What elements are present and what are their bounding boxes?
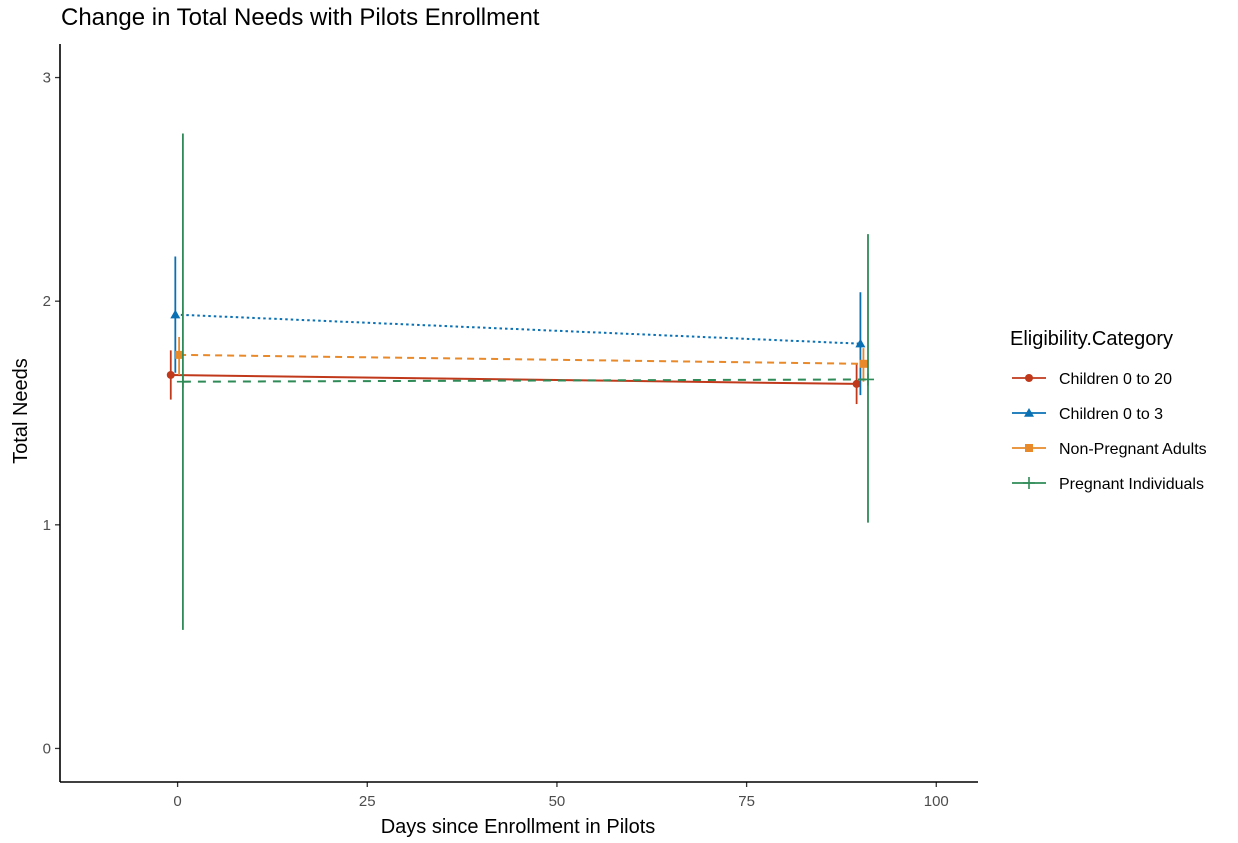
- x-tick-label: 25: [359, 793, 376, 810]
- data-point: [175, 350, 184, 359]
- legend-key-marker: [1025, 444, 1033, 452]
- legend-items: Children 0 to 20 Children 0 to 3 Non-Pregn…: [1012, 371, 1207, 493]
- legend-label: Pregnant Individuals: [1059, 476, 1204, 493]
- x-tick-label: 100: [924, 793, 949, 810]
- data-point: [861, 373, 874, 386]
- y-tick-label: 0: [43, 740, 51, 757]
- data-point: [166, 370, 175, 379]
- x-tick-label: 0: [173, 793, 181, 810]
- series-line: [179, 353, 864, 365]
- series-children-0-to-20: [166, 350, 861, 405]
- y-tick-label: 2: [43, 293, 51, 310]
- y-axis-title: Total Needs: [10, 358, 32, 464]
- series-layer: [166, 133, 874, 630]
- data-point: [170, 309, 181, 319]
- series-line: [182, 378, 868, 383]
- plot-area: 0 1 2 3 0 25 50 75 100: [43, 44, 978, 810]
- y-tick-label: 3: [43, 70, 51, 87]
- legend: Eligibility.Category Children 0 to 20Chi…: [1010, 328, 1207, 493]
- chart-title: Change in Total Needs with Pilots Enroll…: [61, 4, 540, 31]
- legend-title: Eligibility.Category: [1010, 328, 1173, 350]
- legend-item: Pregnant Individuals: [1012, 476, 1204, 493]
- legend-label: Children 0 to 3: [1059, 406, 1163, 423]
- legend-key-marker: [1023, 477, 1035, 489]
- x-axis-ticks: 0 25 50 75 100: [173, 782, 949, 810]
- legend-key-marker: [1025, 374, 1033, 382]
- data-point: [176, 375, 189, 388]
- data-point: [852, 379, 861, 388]
- legend-item: Non-Pregnant Adults: [1012, 441, 1207, 458]
- legend-key-marker: [1024, 408, 1034, 417]
- x-axis-title: Days since Enrollment in Pilots: [381, 816, 656, 838]
- series-line: [175, 313, 861, 345]
- legend-label: Non-Pregnant Adults: [1059, 441, 1207, 458]
- x-tick-label: 50: [549, 793, 566, 810]
- series-non-pregnant-adults: [175, 336, 868, 382]
- y-axis-ticks: 0 1 2 3: [43, 70, 60, 757]
- series-pregnant-individuals: [176, 133, 874, 630]
- data-point: [859, 359, 868, 368]
- y-tick-label: 1: [43, 517, 51, 534]
- legend-item: Children 0 to 3: [1012, 406, 1163, 423]
- series-line: [170, 373, 857, 385]
- data-point: [855, 338, 866, 348]
- series-children-0-to-3: [170, 256, 866, 396]
- x-tick-label: 75: [738, 793, 755, 810]
- legend-label: Children 0 to 20: [1059, 371, 1172, 388]
- legend-item: Children 0 to 20: [1012, 371, 1172, 388]
